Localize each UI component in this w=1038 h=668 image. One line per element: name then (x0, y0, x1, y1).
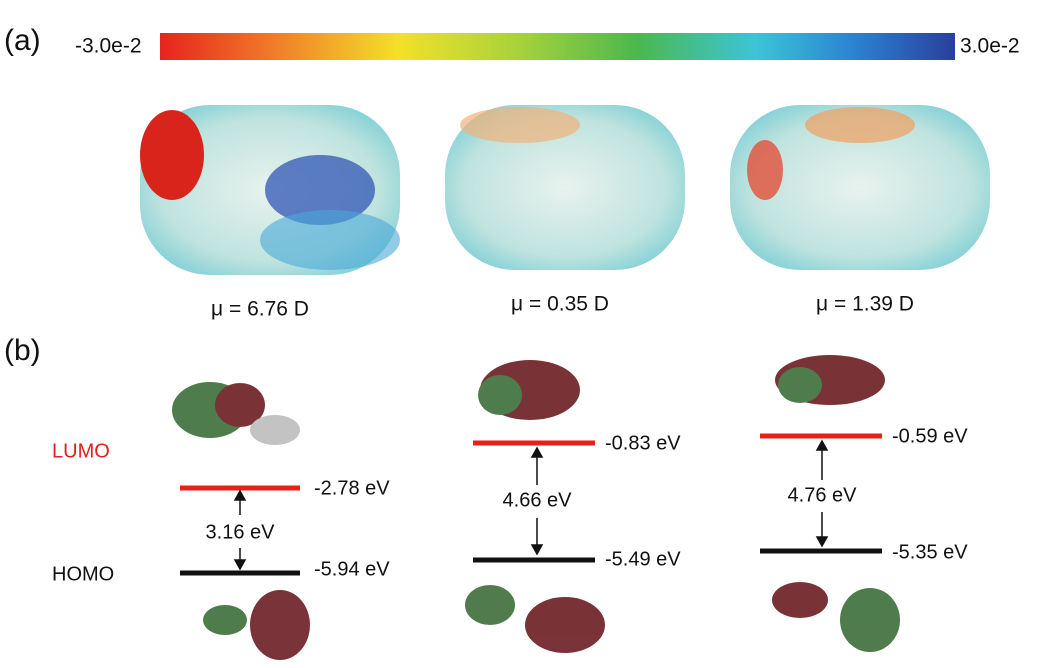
homo-label: HOMO (52, 563, 114, 585)
colorbar-min: -3.0e-2 (75, 35, 142, 58)
panel-label: (a) (4, 24, 41, 57)
gap: 4.76 eV (788, 484, 858, 506)
homo-energy: -5.94 eV (314, 558, 390, 580)
dipole: μ = 0.35 D (511, 293, 609, 316)
lumo-energy: -0.59 eV (892, 425, 968, 447)
dipole: μ = 1.39 D (816, 293, 914, 316)
homo-energy: -5.35 eV (892, 541, 968, 563)
lumo-energy: -0.83 eV (605, 432, 681, 454)
lumo-label: LUMO (52, 440, 110, 462)
esp-surface (140, 105, 400, 275)
esp-surface (730, 105, 990, 270)
gap: 3.16 eV (206, 521, 276, 543)
esp-surface (445, 105, 685, 270)
lumo-energy: -2.78 eV (314, 477, 390, 499)
panel-label: (b) (4, 334, 41, 367)
gap: 4.66 eV (503, 489, 573, 511)
homo-energy: -5.49 eV (605, 548, 681, 570)
dipole: μ = 6.76 D (211, 298, 309, 321)
colorbar-max: 3.0e-2 (960, 35, 1020, 58)
colorbar (160, 33, 955, 60)
figure: (a) -3.0e-2 3.0e-2 μ = 6.76 D μ = 0.35 D… (0, 0, 1038, 668)
